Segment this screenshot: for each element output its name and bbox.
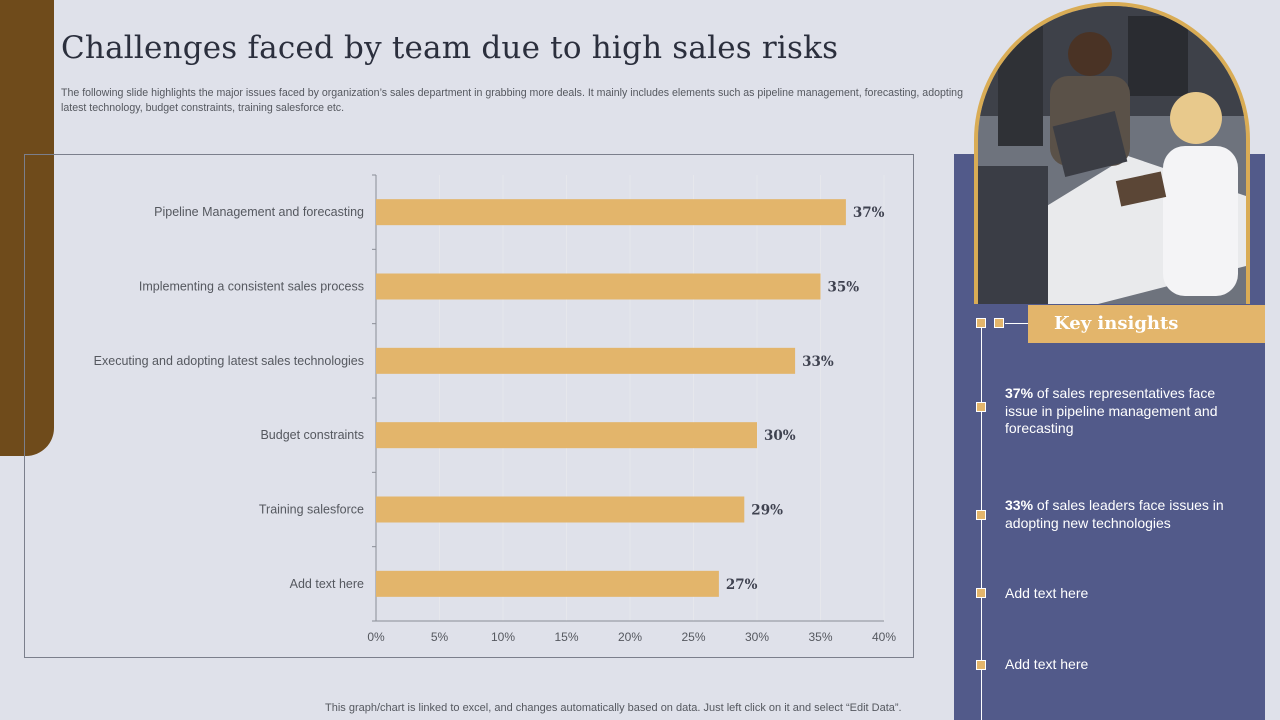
x-tick-label: 40% [872,630,896,644]
x-tick-label: 20% [618,630,642,644]
chart-panel: 0% 5% 10% 15% 20% 25% 30% 35% 40% Pipeline Manage… [24,154,914,658]
category-label: Pipeline Management and forecasting [154,205,364,219]
x-tick-label: 5% [431,630,449,644]
data-label: 37% [853,205,885,221]
meeting-photo-illustration [978,6,1246,304]
footnote: This graph/chart is linked to excel, and… [325,702,902,714]
category-label: Training salesforce [259,503,364,517]
data-label: 33% [802,354,834,370]
x-tick-label: 25% [681,630,705,644]
insight-text: of sales representatives face issue in p… [1005,385,1218,436]
timeline-marker [976,588,986,598]
category-label: Implementing a consistent sales process [139,280,364,294]
bar [376,199,846,226]
bar [376,422,757,449]
insight-text: of sales leaders face issues in adopting… [1005,497,1224,531]
data-label: 27% [726,577,758,593]
timeline-line [981,320,982,720]
insight-item-4: Add text here [1005,656,1240,674]
timeline-marker [976,660,986,670]
x-tick-label: 0% [367,630,385,644]
timeline-marker [976,318,986,328]
timeline-marker [994,318,1004,328]
key-insights-header: Key insights [1028,305,1265,343]
bar-chart: 0% 5% 10% 15% 20% 25% 30% 35% 40% Pipeline Manage… [94,174,896,644]
data-label: 29% [751,503,783,519]
category-label: Executing and adopting latest sales tech… [94,354,364,368]
bar [376,273,821,300]
insight-text: Add text here [1005,585,1089,601]
insight-item-3: Add text here [1005,585,1240,603]
data-label: 35% [828,280,860,296]
timeline-marker [976,402,986,412]
x-tick-label: 30% [745,630,769,644]
x-tick-label: 10% [491,630,515,644]
page-title: Challenges faced by team due to high sal… [61,30,839,66]
insight-item-1: 37% of sales representatives face issue … [1005,385,1240,438]
brown-accent-bar [0,0,54,456]
bar [376,570,719,597]
category-label: Budget constraints [260,428,364,442]
bar [376,496,745,523]
timeline-connector [1005,323,1029,324]
page-subtitle: The following slide highlights the major… [61,87,963,114]
insight-highlight: 33% [1005,497,1034,513]
category-label: Add text here [290,577,364,591]
bar [376,347,796,374]
data-label: 30% [764,428,796,444]
insight-highlight: 37% [1005,385,1034,401]
x-tick-label: 35% [808,630,832,644]
timeline-marker [976,510,986,520]
insight-text: Add text here [1005,656,1089,672]
meeting-photo [974,2,1250,304]
x-tick-label: 15% [554,630,578,644]
insight-item-2: 33% of sales leaders face issues in adop… [1005,497,1240,532]
